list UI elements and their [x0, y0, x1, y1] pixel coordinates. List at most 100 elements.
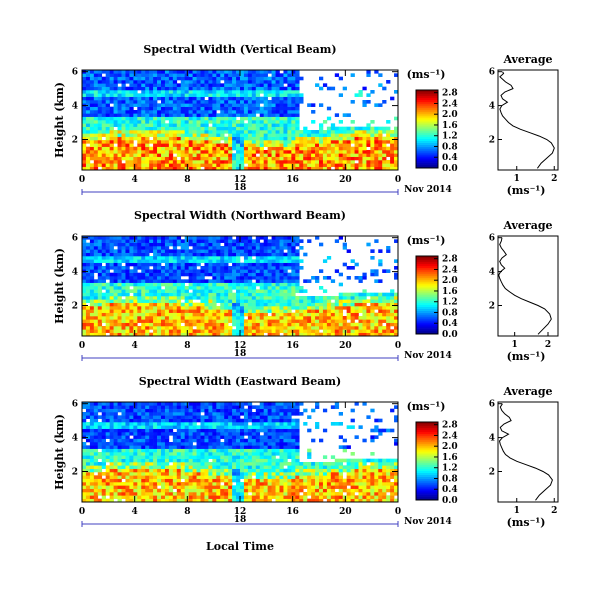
heatmap-cell: [109, 256, 114, 260]
heatmap-cell: [212, 106, 217, 111]
heatmap-cell: [192, 452, 197, 456]
heatmap-cell: [168, 239, 174, 243]
heatmap-cell: [129, 468, 134, 473]
heatmap-cell: [255, 143, 261, 147]
heatmap-cell: [196, 289, 201, 293]
heatmap-cell: [164, 279, 170, 283]
heatmap-cell: [267, 329, 272, 333]
heatmap-cell: [89, 163, 95, 167]
heatmap-cell: [216, 130, 221, 134]
heatmap-cell: [251, 252, 257, 257]
heatmap-cell: [299, 239, 304, 243]
heatmap-cell: [133, 498, 138, 503]
heatmap-cell: [224, 110, 229, 114]
heatmap-cell: [157, 156, 162, 161]
heatmap-cell: [263, 306, 268, 310]
heatmap-cell: [216, 309, 221, 313]
heatmap-cell: [287, 116, 292, 121]
colorbar-step: [416, 279, 438, 282]
heatmap-cell: [326, 319, 332, 323]
heatmap-cell: [157, 150, 162, 154]
heatmap-cell: [82, 332, 87, 337]
heatmap-cell: [172, 468, 178, 473]
heatmap-cell: [157, 80, 162, 84]
heatmap-cell: [247, 130, 253, 134]
heatmap-cell: [200, 432, 205, 436]
heatmap-cell: [188, 306, 193, 310]
heatmap-cell: [172, 156, 178, 161]
heatmap-cell: [85, 286, 91, 290]
heatmap-cell: [263, 83, 268, 87]
heatmap-cell: [113, 428, 118, 433]
heatmap-cell: [196, 80, 201, 84]
heatmap-cell: [105, 166, 110, 171]
heatmap-cell: [370, 249, 375, 253]
heatmap-cell: [161, 482, 166, 486]
heatmap-cell: [97, 120, 103, 124]
heatmap-cell: [149, 236, 154, 240]
heatmap-cell: [188, 455, 193, 459]
heatmap-cell: [172, 292, 178, 297]
heatmap-cell: [196, 455, 201, 459]
heatmap-cell: [141, 106, 146, 111]
heatmap-cell: [113, 242, 118, 247]
heatmap-cell: [358, 306, 363, 310]
heatmap-cell: [157, 455, 162, 459]
heatmap-cell: [125, 113, 130, 117]
heatmap-cell: [105, 472, 110, 476]
heatmap-cell: [236, 166, 241, 171]
heatmap-cell: [311, 163, 316, 167]
heatmap-cell: [271, 259, 276, 263]
heatmap-cell: [157, 438, 162, 443]
heatmap-cell: [97, 319, 103, 323]
heatmap-cell: [168, 279, 174, 283]
heatmap-cell: [319, 136, 324, 141]
heatmap-cell: [176, 478, 182, 483]
heatmap-cell: [168, 425, 174, 429]
heatmap-cell: [295, 306, 300, 310]
heatmap-cell: [283, 166, 288, 171]
heatmap-cell: [105, 246, 110, 250]
heatmap-cell: [200, 100, 205, 104]
heatmap-cell: [188, 405, 193, 409]
heatmap-cell: [362, 163, 367, 167]
heatmap-cell: [287, 292, 292, 297]
heatmap-cell: [141, 418, 146, 423]
heatmap-cell: [137, 468, 142, 473]
heatmap-cell: [82, 475, 87, 479]
heatmap-cell: [224, 266, 229, 270]
heatmap-cell: [200, 452, 205, 456]
heatmap-cell: [322, 329, 328, 333]
colorbar-step: [416, 296, 438, 300]
heatmap-cell: [105, 296, 110, 300]
heatmap-cell: [216, 322, 221, 327]
heatmap-cell: [255, 163, 261, 167]
heatmap-cell: [216, 319, 221, 323]
heatmap-cell: [149, 130, 154, 134]
heatmap-cell: [129, 153, 134, 157]
heatmap-cell: [113, 106, 118, 111]
heatmap-cell: [251, 100, 257, 104]
heatmap-cell: [82, 100, 87, 104]
heatmap-cell: [85, 306, 91, 310]
heatmap-cell: [220, 123, 225, 127]
heatmap-cell: [168, 299, 174, 303]
heatmap-cell: [240, 106, 245, 111]
heatmap-cell: [220, 110, 225, 114]
heatmap-cell: [350, 259, 355, 263]
heatmap-cell: [259, 266, 264, 270]
heatmap-cell: [374, 156, 379, 161]
heatmap-cell: [101, 435, 106, 439]
heatmap-cell: [97, 259, 103, 263]
heatmap-cell: [188, 252, 193, 257]
heatmap-cell: [362, 296, 367, 300]
heatmap-cell: [188, 126, 193, 131]
heatmap-cell: [322, 302, 328, 307]
heatmap-cell: [168, 156, 174, 161]
heatmap-cell: [109, 428, 114, 433]
heatmap-cell: [354, 262, 359, 267]
heatmap-cell: [129, 448, 134, 453]
heatmap-cell: [236, 143, 241, 147]
heatmap-cell: [295, 249, 300, 253]
heatmap-cell: [137, 422, 142, 426]
